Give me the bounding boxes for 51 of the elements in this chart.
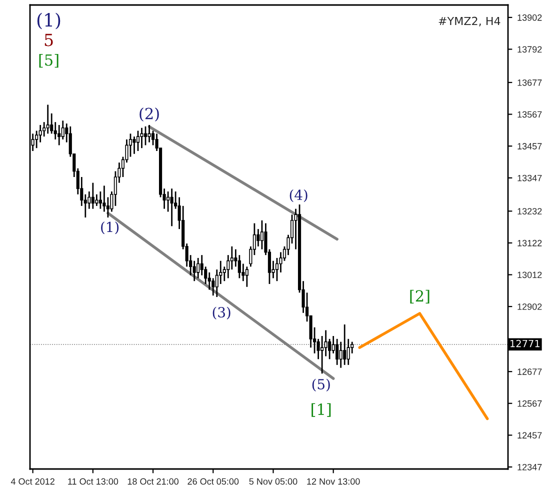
- annotation: 5: [44, 34, 53, 46]
- y-tick-label: 13677: [518, 79, 542, 86]
- y-tick-label: 12567: [518, 400, 542, 407]
- annotation: [1]: [312, 403, 331, 417]
- candlestick: [148, 124, 151, 144]
- candlestick: [132, 136, 136, 155]
- candlestick: [336, 338, 339, 366]
- y-tick-label: 13012: [518, 272, 542, 278]
- x-tick-label: 18 Oct 21:00: [128, 478, 179, 485]
- candlestick: [170, 188, 174, 227]
- candlestick: [91, 182, 94, 210]
- ref-line-label: 12771: [510, 340, 540, 348]
- annotation: (4): [290, 189, 308, 202]
- y-tick-label: 13457: [518, 143, 542, 150]
- candlestick: [256, 228, 260, 248]
- x-tick-label: 12 Nov 13:00: [307, 478, 360, 485]
- annotation: (1): [37, 12, 60, 30]
- y-tick-label: 13347: [518, 174, 542, 182]
- candlestick: [140, 127, 144, 149]
- x-tick-label: 26 Oct 05:00: [188, 478, 239, 485]
- text: #YMZ2, H4: [438, 16, 500, 26]
- annotation: (1): [101, 221, 119, 234]
- x-tick-label: 4 Oct 2012: [10, 478, 54, 485]
- annotation: (3): [212, 306, 230, 320]
- candlestick: [136, 130, 140, 152]
- candlestick: [46, 104, 50, 134]
- y-tick-label: 12457: [518, 432, 542, 439]
- y-tick-label: 12347: [518, 464, 542, 470]
- annotation: (2): [140, 107, 159, 122]
- y-tick-label: 13567: [518, 111, 542, 118]
- y-tick-label: 12902: [518, 303, 542, 310]
- candlestick: [144, 126, 148, 146]
- candlestick: [102, 184, 106, 212]
- candlestick: [58, 124, 61, 146]
- x-tick-label: 5 Nov 05:00: [249, 478, 298, 485]
- annotation: [2]: [410, 290, 430, 304]
- candlestick: [166, 190, 170, 212]
- y-tick-label: 13792: [518, 46, 542, 53]
- y-tick-label: 13232: [518, 208, 542, 214]
- y-tick-label: 13902: [518, 14, 542, 21]
- candlestick: [339, 341, 342, 369]
- candlestick: [95, 194, 98, 207]
- y-tick-label: 13122: [518, 240, 542, 246]
- candlestick: [260, 220, 264, 250]
- candlestick: [343, 324, 346, 366]
- y-tick-label: 12677: [518, 368, 542, 375]
- annotation: [5]: [39, 54, 58, 68]
- candlestick: [245, 266, 248, 288]
- annotation: (5): [312, 378, 330, 392]
- x-tick-label: 11 Oct 13:00: [68, 478, 118, 485]
- candlestick: [196, 257, 200, 279]
